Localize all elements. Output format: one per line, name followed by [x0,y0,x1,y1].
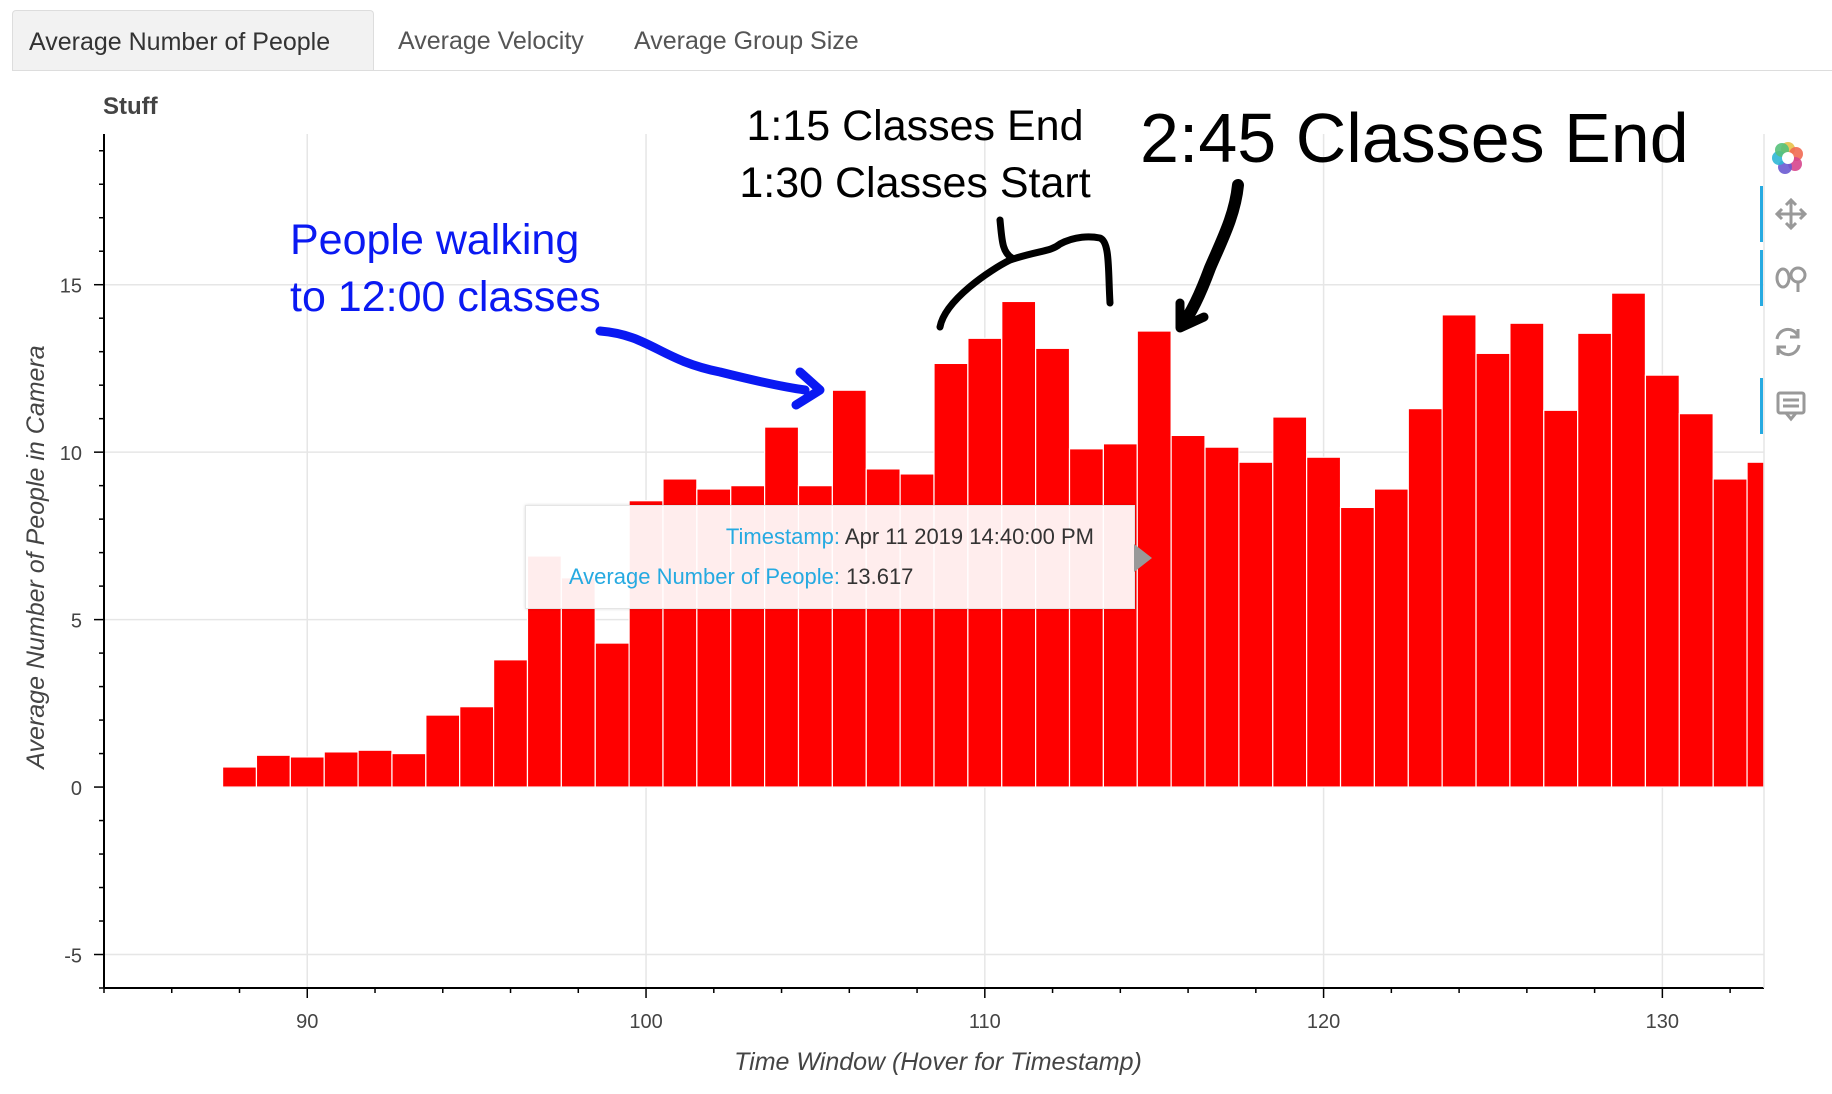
black-bracket-stroke [936,233,1114,331]
bar[interactable] [1373,488,1409,788]
y-tick-label: 5 [71,611,82,633]
bar[interactable] [221,766,258,788]
bar[interactable] [1746,461,1765,788]
y-tick-label: -5 [64,946,82,968]
tooltip-timestamp-label: Timestamp: [725,524,840,549]
black-bracket-tick [996,216,1016,262]
bar[interactable] [459,706,495,788]
annotation-blue-line-1: People walking [290,216,580,264]
tooltip-people-value: 13.617 [846,564,914,589]
bar[interactable] [1170,434,1206,788]
bar[interactable] [255,754,291,788]
bar[interactable] [1543,409,1579,788]
bar[interactable] [1238,461,1274,788]
bar[interactable] [560,577,596,788]
tab-average-velocity[interactable]: Average Velocity [398,27,584,55]
annotation-people-walking: People walking to 12:00 classes [290,212,601,326]
x-axis-label: Time Window (Hover for Timestamp) [734,1048,1142,1076]
bar[interactable] [1306,456,1342,788]
annotation-black-line-1: 1:15 Classes End [746,102,1084,150]
hover-tooltip: Timestamp: Apr 11 2019 14:40:00 PM Avera… [525,505,1135,609]
bar[interactable] [188,785,224,788]
bar[interactable] [1610,292,1647,788]
chart-title: Stuff [103,93,159,120]
bar[interactable] [1272,416,1308,788]
tooltip-timestamp-row: Timestamp: Apr 11 2019 14:40:00 PM [526,520,1123,554]
axes: -5 0 5 10 15 90 100 110 120 130 [60,134,1765,1033]
annotation-black-line-2: 1:30 Classes Start [739,159,1091,207]
annotation-blue-line-2: to 12:00 classes [290,273,601,321]
bar[interactable] [120,785,156,788]
annotation-classes-2-45: 2:45 Classes End [1140,99,1689,177]
tooltip-timestamp-value: Apr 11 2019 14:40:00 PM [844,524,1095,549]
tooltip-people-row: Average Number of People: 13.617 [526,560,1123,594]
reset-icon[interactable] [1760,314,1816,370]
bar[interactable] [154,785,190,788]
black-arrow-head [1175,298,1209,333]
bar[interactable] [594,642,630,788]
x-tick-label: 130 [1646,1011,1679,1033]
bar[interactable] [1068,448,1104,788]
tab-bar: Average Number of People Average Velocit… [12,10,1832,71]
bar[interactable] [1509,322,1545,788]
y-axis-label: Average Number of People in Camera [22,345,50,770]
y-tick-label: 10 [60,443,82,465]
bar[interactable] [1678,413,1714,788]
bar[interactable] [492,659,529,788]
bar[interactable] [1475,352,1511,788]
y-tick-label: 15 [60,276,82,298]
wheel-zoom-icon[interactable] [1760,250,1819,306]
blue-arrow-stroke [595,326,810,395]
plot-toolbar [1760,130,1830,450]
blue-arrow-head [791,367,825,410]
bar[interactable] [1577,332,1613,788]
annotation-classes-1-15: 1:15 Classes End 1:30 Classes Start [735,98,1095,212]
bar[interactable] [289,756,325,788]
bar[interactable] [391,752,427,788]
bokeh-logo-icon[interactable] [1760,130,1816,186]
bar[interactable] [1102,443,1138,788]
tooltip-people-label: Average Number of People: [568,564,840,589]
x-tick-label: 100 [629,1011,662,1033]
bar[interactable] [323,751,359,788]
tab-average-number-of-people[interactable]: Average Number of People [12,10,374,70]
pan-icon[interactable] [1760,186,1819,242]
bar[interactable] [1644,374,1680,788]
x-tick-label: 110 [969,1011,1001,1033]
bar[interactable] [1712,478,1748,788]
x-tick-label: 90 [296,1011,318,1033]
hover-icon[interactable] [1760,378,1819,434]
black-arrow-stroke [1176,179,1244,331]
bar[interactable] [1407,408,1443,788]
bar[interactable] [357,749,393,788]
bar[interactable] [425,714,461,788]
bar[interactable] [1339,506,1376,788]
y-tick-label: 0 [71,778,82,800]
bar[interactable] [1204,446,1240,788]
bar[interactable] [1441,314,1477,788]
x-tick-label: 120 [1307,1011,1340,1033]
tooltip-pointer [1134,544,1152,572]
tab-average-group-size[interactable]: Average Group Size [634,27,859,55]
